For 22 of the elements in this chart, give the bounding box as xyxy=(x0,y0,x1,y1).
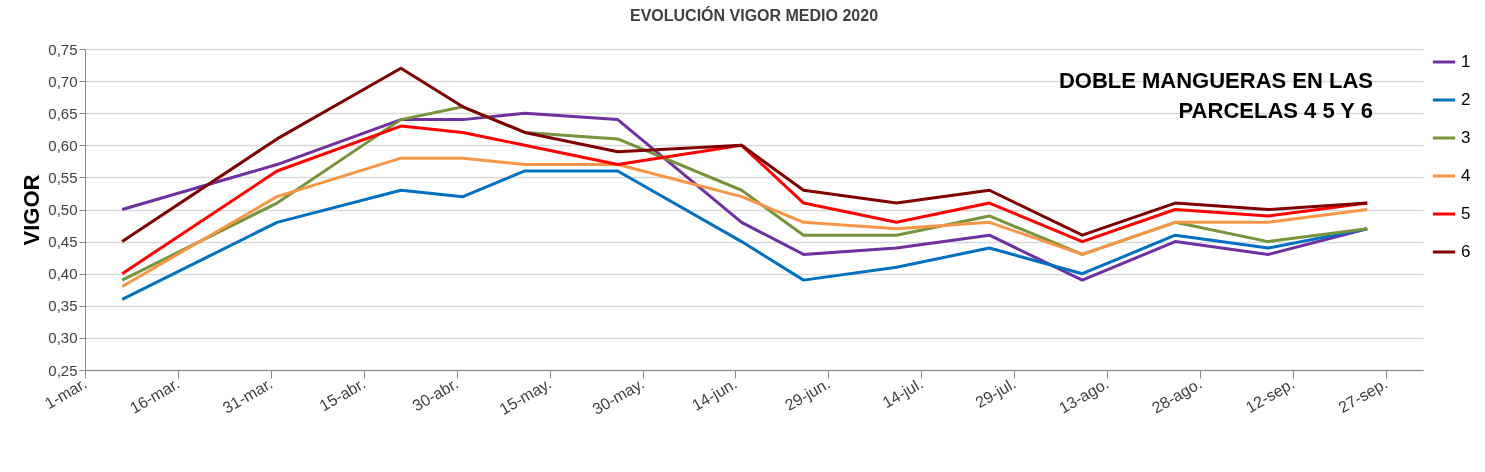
legend-label: 4 xyxy=(1461,166,1471,185)
legend-label: 6 xyxy=(1461,242,1471,261)
legend-label: 3 xyxy=(1461,128,1471,147)
chart-title: EVOLUCIÓN VIGOR MEDIO 2020 xyxy=(629,6,879,24)
y-tick-label: 0,30 xyxy=(48,329,78,347)
y-tick-label: 0,45 xyxy=(48,233,78,251)
y-tick-label: 0,35 xyxy=(48,297,78,315)
y-axis-title: VIGOR xyxy=(19,174,45,246)
legend-label: 2 xyxy=(1461,90,1471,109)
line-series xyxy=(120,169,1369,301)
y-tick-label: 0,60 xyxy=(48,136,78,154)
y-tick-label: 0,40 xyxy=(48,265,78,283)
y-tick-label: 0,75 xyxy=(48,40,78,58)
y-tick-label: 0,70 xyxy=(48,72,78,90)
annotation: DOBLE MANGUERAS EN LAS PARCELAS 4 5 Y 6 xyxy=(1058,68,1373,123)
y-tick-label: 0,65 xyxy=(48,104,78,122)
y-tick-label: 0,25 xyxy=(48,361,78,379)
y-tick-label: 0,55 xyxy=(48,168,78,186)
legend-label: 5 xyxy=(1461,204,1471,223)
y-tick-label: 0,50 xyxy=(48,201,78,218)
line-series xyxy=(120,156,1369,289)
legend-label: 1 xyxy=(1461,52,1471,71)
